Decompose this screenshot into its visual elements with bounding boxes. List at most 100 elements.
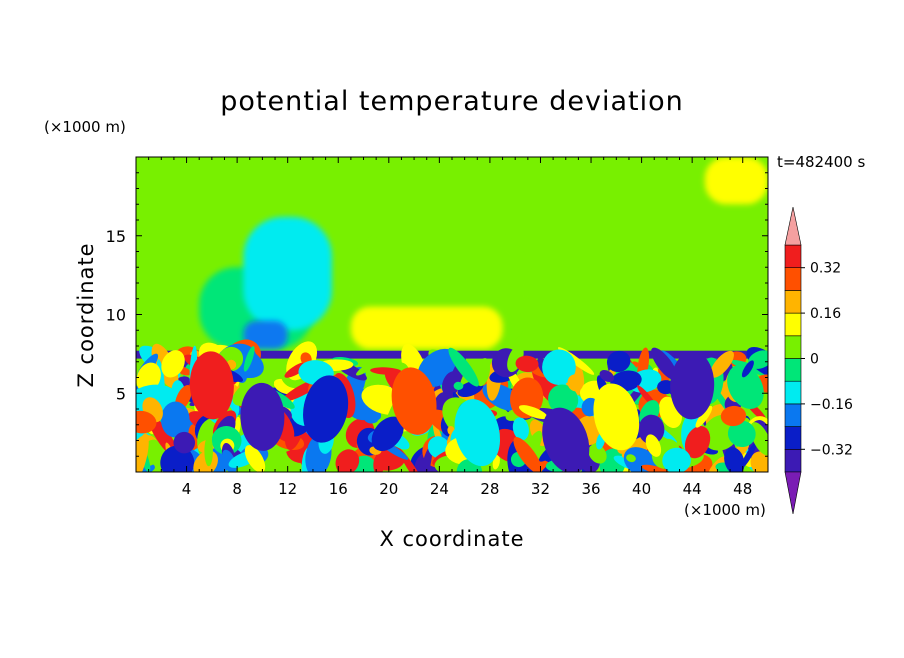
turbulence-cell [448, 347, 479, 387]
turbulence-cell [243, 346, 255, 372]
z-axis-unit: (×1000 m) [44, 118, 126, 136]
colorbar-box [784, 244, 802, 269]
turbulence-cell [420, 446, 433, 472]
z-tick-label: 15 [106, 227, 126, 246]
eddy [454, 399, 501, 467]
colorbar-box [784, 380, 802, 405]
colorbar-arrow-bottom [784, 471, 802, 515]
contour-region [350, 306, 503, 350]
x-tick-label: 8 [232, 480, 242, 498]
colorbar-tick-label: −0.32 [810, 442, 853, 458]
z-tick-label: 10 [106, 306, 126, 325]
turbulence-cell [244, 445, 266, 472]
colorbar-arrow-top [784, 206, 802, 246]
turbulence-cell [453, 381, 464, 390]
turbulence-cell [356, 360, 377, 376]
time-label: t=482400 s [777, 153, 866, 171]
turbulence-cell [567, 374, 584, 392]
turbulence-cell [741, 360, 754, 378]
turbulence-cell [588, 444, 607, 464]
x-tick-label: 12 [278, 480, 297, 498]
colorbar-box [784, 448, 802, 473]
colorbar-box [784, 358, 802, 382]
turbulence-cell [161, 350, 185, 378]
turbulence-cell [160, 401, 190, 438]
turbulence-cell [204, 435, 213, 467]
turbulence-cell [645, 434, 662, 457]
colorbar-box [784, 426, 802, 450]
turbulence-cell [173, 431, 196, 454]
turbulence-cell [136, 433, 149, 472]
colorbar-box [784, 290, 802, 314]
turbulence-cell [221, 449, 237, 472]
contour-field [136, 157, 768, 472]
eddy [391, 367, 437, 435]
eddy [593, 383, 640, 451]
turbulence-cell [638, 414, 665, 445]
turbulence-cell [606, 350, 631, 373]
turbulence-cell [548, 384, 579, 415]
x-tick-label: 40 [632, 480, 651, 498]
x-tick-label: 44 [683, 480, 702, 498]
colorbar-tick-label: 0.32 [810, 261, 841, 277]
turbulence-cell [695, 405, 713, 428]
x-tick-label: 24 [430, 480, 449, 498]
turbulence-cell [710, 350, 734, 378]
turbulence-cell [513, 437, 542, 472]
eddy [670, 351, 715, 420]
eddy [303, 375, 349, 443]
turbulence-cell [651, 347, 678, 381]
x-tick-label: 4 [182, 480, 192, 498]
x-tick-label: 20 [379, 480, 398, 498]
colorbar: −0.32 −0.16 0 0.16 0.32 [784, 206, 853, 515]
turbulence-cell [684, 426, 711, 459]
turbulence-cell [475, 358, 491, 387]
x-tick-label: 36 [581, 480, 600, 498]
turbulence-cell [515, 355, 539, 373]
z-axis-label: Z coordinate [74, 242, 98, 388]
x-tick-label: 28 [480, 480, 499, 498]
turbulence-cell [160, 445, 195, 472]
chart-title: potential temperature deviation [220, 86, 684, 117]
turbulence-cell [373, 454, 384, 472]
contour-region [243, 216, 332, 331]
turbulence-cell [750, 451, 768, 472]
turbulence-cell [363, 409, 382, 424]
turbulence-cell [662, 447, 691, 472]
turbulence-cell [512, 417, 529, 441]
colorbar-box [784, 312, 802, 337]
turbulence-cell [599, 369, 615, 383]
x-tick-label: 32 [531, 480, 550, 498]
turbulence-cell [626, 454, 636, 463]
turbulence-cell [371, 416, 404, 452]
turbulence-cell [720, 405, 747, 427]
colorbar-box [784, 403, 802, 427]
colorbar-tick-label: −0.16 [810, 397, 853, 413]
turbulence-cell [518, 405, 548, 420]
turbulence-cell [724, 447, 745, 472]
turbulence-cell [727, 420, 756, 448]
eddy [189, 351, 234, 420]
x-axis-label: X coordinate [379, 527, 525, 551]
turbulence-cell [136, 410, 157, 434]
colorbar-tick-label: 0.16 [810, 306, 841, 322]
eddy [542, 407, 590, 472]
contour-region [704, 157, 768, 205]
colorbar-tick-label: 0 [810, 352, 819, 368]
turbulence-cell [727, 364, 764, 409]
x-tick-label: 16 [329, 480, 348, 498]
turbulence-cell [542, 349, 576, 386]
colorbar-box [784, 267, 802, 291]
colorbar-box [784, 335, 802, 359]
eddy [240, 382, 285, 451]
turbulence-cell [641, 464, 674, 472]
turbulence-cell [335, 449, 360, 472]
x-axis-unit: (×1000 m) [684, 501, 766, 519]
x-tick-label: 48 [733, 480, 752, 498]
turbulence-cell [740, 442, 757, 469]
turbulence-cell [748, 350, 768, 369]
z-tick-label: 5 [116, 384, 126, 403]
